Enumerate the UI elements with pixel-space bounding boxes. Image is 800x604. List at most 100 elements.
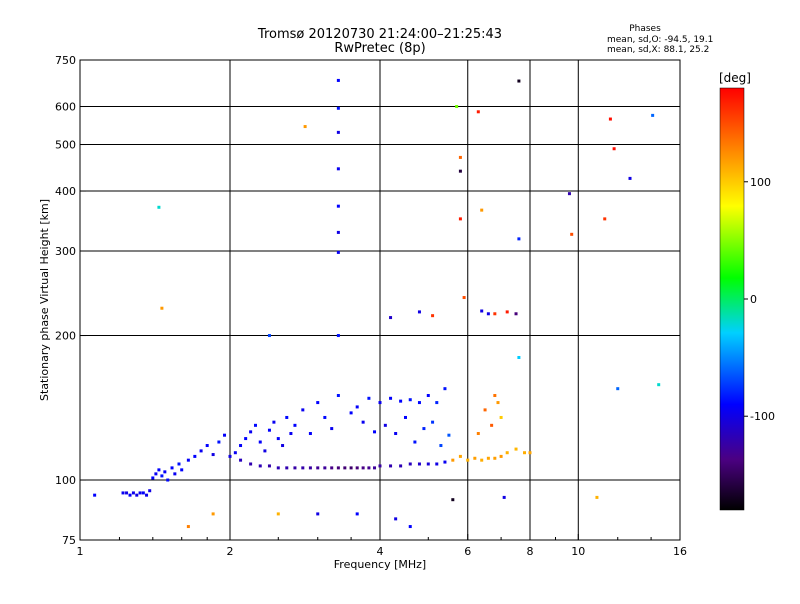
data-point [431,314,435,318]
data-point [244,437,248,441]
data-point [628,176,632,180]
data-point [249,430,253,434]
data-point [303,125,307,129]
data-point [301,466,305,470]
data-point [651,113,655,117]
data-point [462,296,466,300]
data-point [616,387,620,391]
data-point [249,462,253,466]
data-point [355,512,359,516]
data-point [458,454,462,458]
y-tick-label: 75 [62,534,76,547]
data-point [267,464,271,468]
data-point [316,401,320,405]
data-point [285,415,289,419]
data-point [408,398,412,402]
data-point [173,472,177,476]
data-point [476,432,480,436]
data-point [408,525,412,529]
data-point [239,458,243,462]
data-point [125,491,129,495]
data-point [499,415,503,419]
data-point [451,458,455,462]
data-point [336,250,340,254]
chart-title: Tromsø 20120730 21:24:00–21:25:43 [257,27,502,42]
data-point [293,466,297,470]
data-point [160,474,164,478]
data-point [163,470,167,474]
data-point [523,451,527,455]
y-tick-label: 400 [55,185,76,198]
data-point [476,110,480,114]
data-point [253,423,257,427]
y-tick-label: 100 [55,474,76,487]
data-point [458,217,462,221]
data-point [148,489,152,493]
x-tick-label: 1 [77,545,84,558]
data-point [211,453,215,457]
data-point [389,464,393,468]
data-point [343,466,347,470]
data-point [480,208,484,212]
colorbar-tick-label: 100 [750,176,771,189]
data-point [258,440,262,444]
x-tick-label: 8 [527,545,534,558]
data-point [383,423,387,427]
y-tick-label: 300 [55,245,76,258]
stats-o-mode: mean, sd,O: -94.5, 19.1 [607,35,713,45]
data-point [154,472,158,476]
y-tick-label: 600 [55,101,76,114]
data-point [505,451,509,455]
x-axis-label: Frequency [MHz] [334,558,426,571]
data-point [422,427,426,431]
data-point [517,355,521,359]
data-point [267,334,271,338]
data-point [157,205,161,209]
data-point [267,428,271,432]
data-point [473,456,477,460]
data-point [426,394,430,398]
data-point [373,430,377,434]
data-point [378,401,382,405]
data-point [517,237,521,241]
x-tick-label: 6 [464,545,471,558]
data-point [293,423,297,427]
data-point [367,466,371,470]
data-point [223,433,227,437]
grid-lines [80,60,680,540]
data-point [217,440,221,444]
data-point [480,458,484,462]
data-point [272,420,276,424]
data-point [233,451,237,455]
data-point [336,167,340,171]
data-point [228,454,232,458]
data-point [276,437,280,441]
data-point [308,432,312,436]
x-tick-label: 10 [571,545,585,558]
data-point [608,117,612,121]
data-point [373,466,377,470]
data-point [316,466,320,470]
x-tick-label: 4 [377,545,384,558]
y-axis-label: Stationary phase Virtual Height [km] [38,199,51,401]
data-points [93,78,661,529]
data-point [336,130,340,134]
data-point [166,478,170,482]
data-point [157,468,161,472]
data-point [336,78,340,82]
data-point [336,204,340,208]
data-point [595,495,599,499]
data-point [145,493,149,497]
data-point [308,466,312,470]
data-point [355,466,359,470]
stats-heading: Phases [629,24,661,34]
data-point [480,309,484,313]
axis-ticks: 1 2 4 6 8 10 16 75 100 200 300 400 500 600 750 [55,54,687,558]
data-point [199,449,203,453]
data-point [499,454,503,458]
colorbar [719,87,745,511]
data-point [135,493,139,497]
data-point [413,440,417,444]
